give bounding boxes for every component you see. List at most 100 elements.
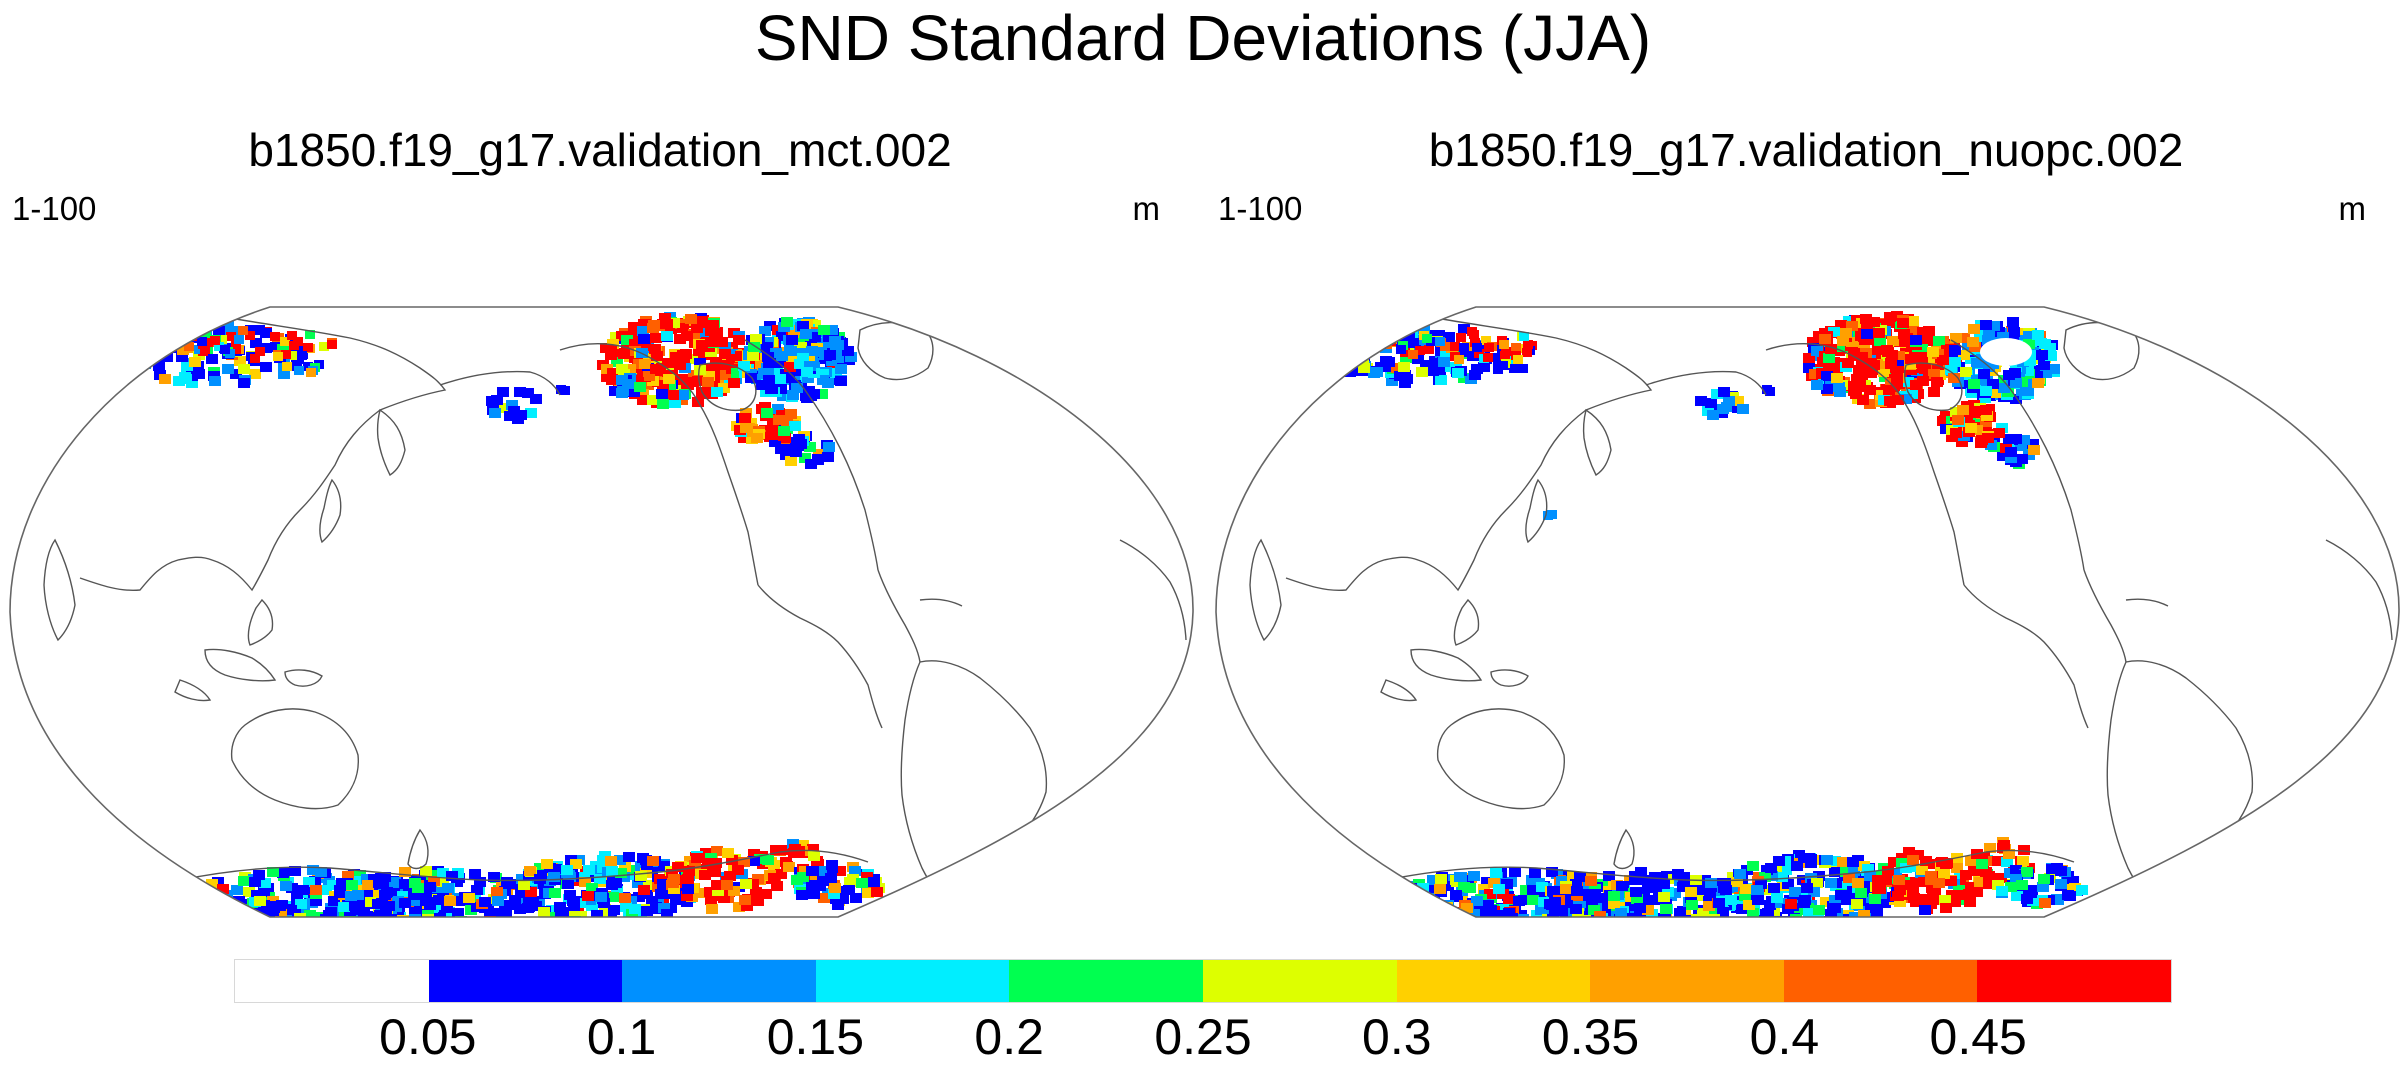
snow-cell — [1658, 919, 1670, 920]
snow-cell — [739, 895, 751, 905]
snow-cell — [1500, 351, 1510, 360]
panel-title: b1850.f19_g17.validation_mct.002 — [248, 124, 952, 176]
snow-cell — [2024, 356, 2036, 366]
snow-cell — [428, 876, 440, 886]
snow-cell — [1907, 326, 1919, 336]
snow-cell — [492, 896, 504, 906]
snow-cell — [1458, 918, 1470, 920]
colorbar-box — [235, 960, 429, 1002]
coastline — [757, 584, 883, 729]
snow-cell — [334, 888, 346, 898]
snow-cell — [1821, 384, 1833, 394]
snow-cell — [823, 442, 835, 452]
snow-cell — [242, 912, 254, 917]
snow-cell — [1513, 896, 1525, 906]
snow-cell — [705, 895, 717, 905]
snow-cell — [345, 891, 357, 901]
snow-cell — [1408, 350, 1418, 359]
snow-cell — [804, 361, 816, 371]
colorbar-box — [622, 960, 816, 1002]
snow-cell — [1782, 879, 1794, 889]
snow-cell — [170, 333, 180, 342]
snow-cell — [1517, 914, 1529, 917]
snow-cell — [1630, 887, 1642, 897]
snow-cell — [496, 403, 508, 413]
snow-cell — [1707, 410, 1719, 420]
snow-cell — [1394, 371, 1406, 381]
snow-cell — [1747, 861, 1759, 871]
snow-cell — [1456, 333, 1466, 342]
snow-cell — [484, 913, 496, 917]
snow-cell — [1370, 325, 1382, 335]
snow-cell — [390, 902, 402, 912]
colorbar-label: 0.05 — [379, 1009, 477, 1065]
coastline — [1950, 339, 2085, 571]
coastline — [1645, 370, 1767, 396]
snow-cell — [197, 900, 209, 910]
snow-cell — [151, 344, 163, 354]
snow-cell — [1659, 914, 1671, 917]
snow-cell — [1529, 868, 1541, 878]
snow-cell — [762, 855, 774, 865]
snow-cell — [1543, 511, 1553, 520]
snow-cell — [1461, 903, 1473, 913]
snow-cell — [828, 889, 840, 899]
coastline — [559, 342, 759, 586]
snow-cell — [1468, 919, 1480, 920]
snow-cell — [637, 395, 649, 405]
snow-cell — [294, 913, 306, 917]
snow-cell — [1762, 908, 1774, 917]
snow-cell — [1837, 857, 1849, 867]
snow-cell — [817, 876, 829, 886]
snow-cell — [607, 892, 619, 902]
snow-cell — [1708, 914, 1720, 917]
snow-cell — [417, 902, 429, 912]
snow-cell — [763, 375, 775, 385]
snow-cell — [1474, 349, 1484, 358]
snow-cell — [1435, 915, 1447, 917]
coastline — [1453, 598, 1480, 646]
snow-cell — [227, 914, 239, 917]
snow-cell — [365, 897, 377, 907]
snow-cell — [562, 879, 574, 889]
snow-cell — [1799, 895, 1811, 905]
snow-cell — [1506, 913, 1518, 917]
snow-cell — [181, 362, 193, 372]
snow-cell — [1840, 328, 1852, 338]
snow-cell — [1345, 353, 1357, 363]
snow-cell — [775, 869, 787, 879]
snow-cell — [193, 369, 205, 379]
snow-cell — [2003, 849, 2015, 859]
snow-cell — [789, 844, 801, 854]
snow-cell — [2055, 879, 2067, 889]
snow-cell — [610, 874, 622, 884]
snow-cell — [570, 859, 582, 869]
snow-cell — [273, 352, 283, 361]
snow-cell — [1416, 367, 1428, 377]
snow-cell — [1520, 885, 1532, 895]
snow-cell — [1865, 368, 1877, 378]
snow-cell — [650, 333, 662, 343]
snow-cell — [277, 868, 289, 878]
snow-cell — [1894, 897, 1906, 907]
snow-cell — [242, 918, 254, 920]
snow-cell — [1427, 875, 1439, 885]
snow-cell — [1960, 367, 1972, 377]
snow-cell — [623, 852, 635, 862]
snow-cell — [712, 886, 724, 896]
snow-cell — [1811, 346, 1823, 356]
snow-cell — [238, 909, 250, 917]
snow-cell — [633, 892, 645, 902]
snow-cell — [319, 342, 329, 351]
snow-cell — [775, 444, 787, 454]
snow-cell — [1923, 326, 1935, 336]
coastline — [1385, 849, 2075, 882]
snow-cell — [756, 380, 768, 390]
snow-cell — [804, 442, 816, 452]
coastline — [174, 679, 212, 702]
snow-cell — [2038, 360, 2050, 370]
snow-cell — [590, 865, 602, 875]
snow-cell — [648, 320, 660, 330]
snow-cell — [1335, 352, 1347, 362]
snow-cell — [1484, 343, 1494, 352]
